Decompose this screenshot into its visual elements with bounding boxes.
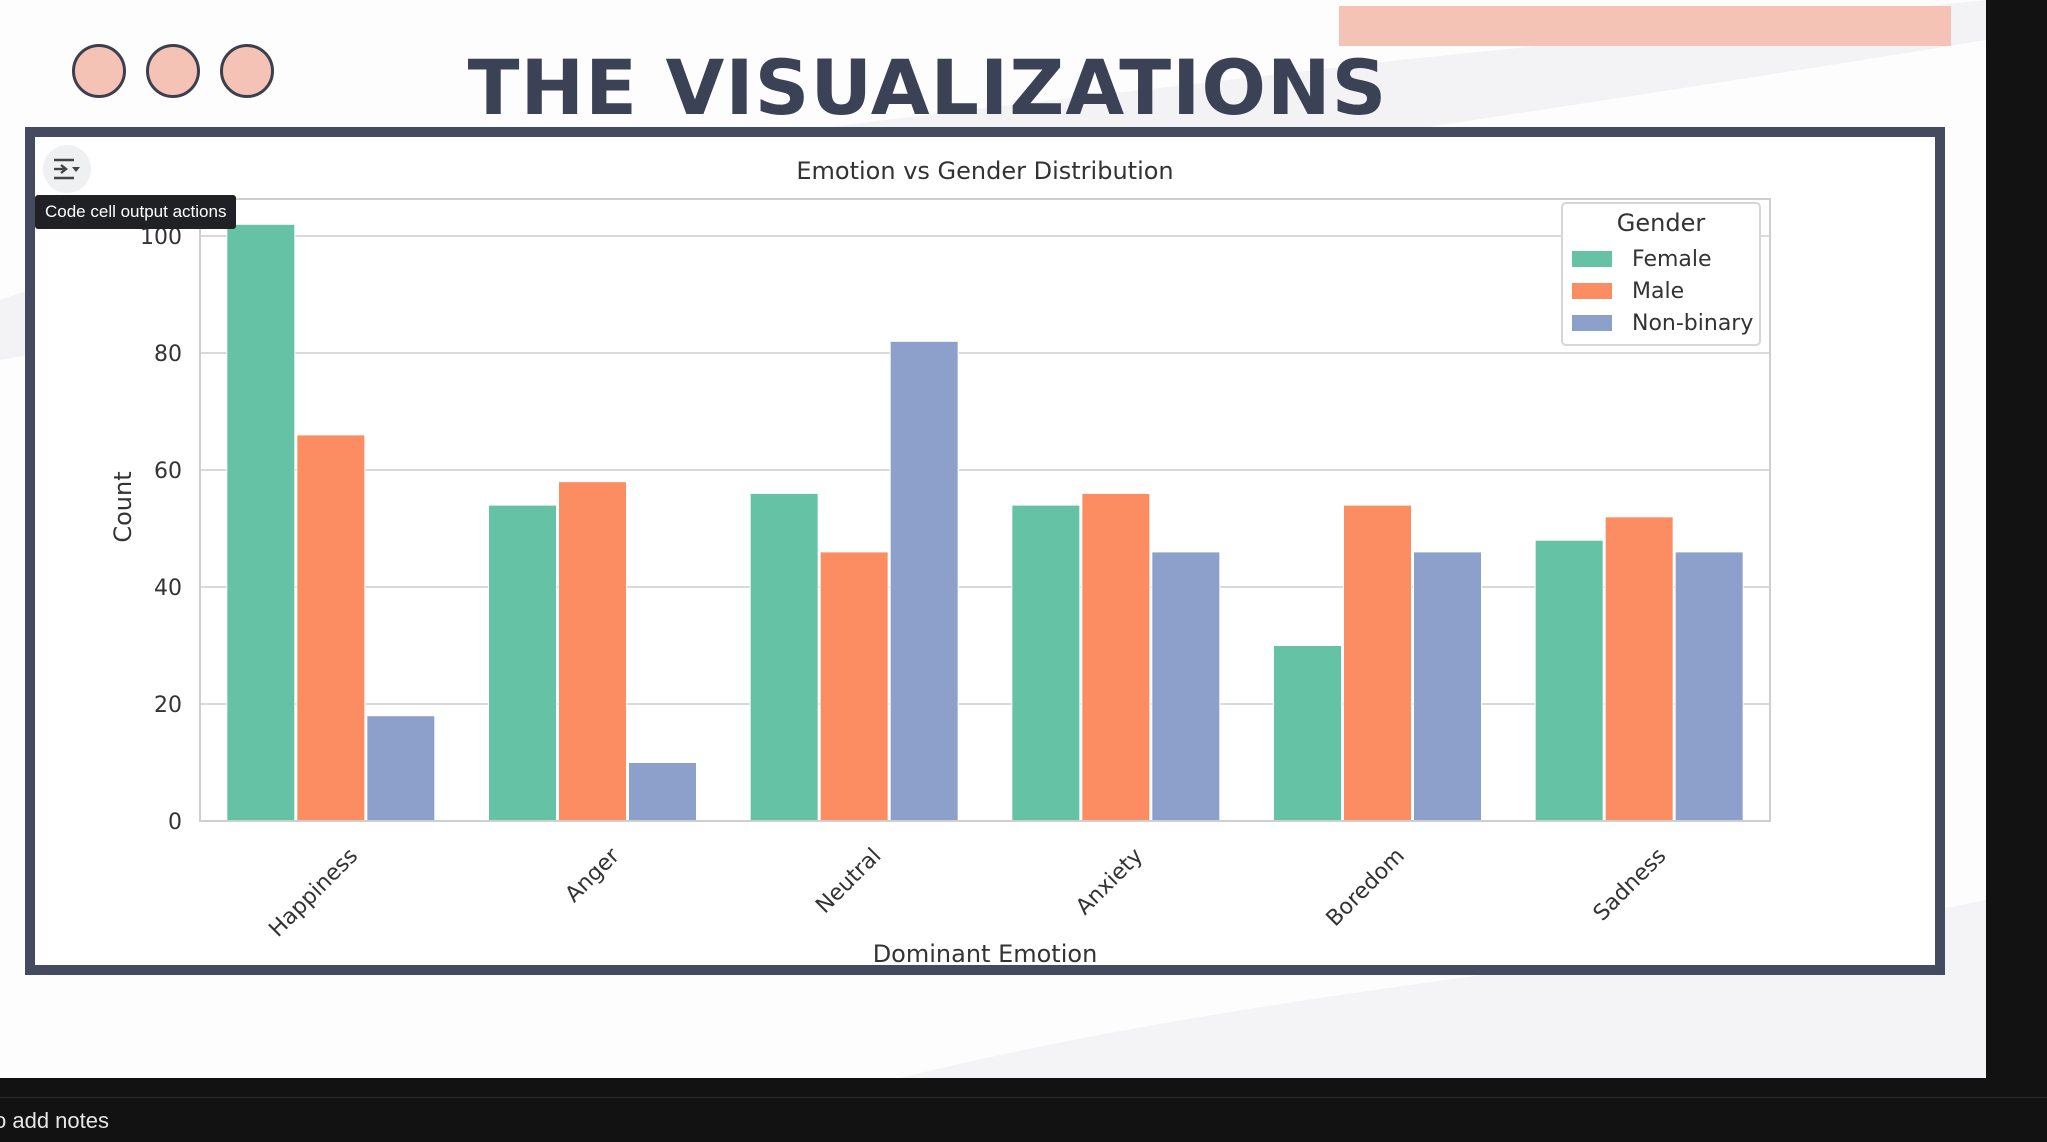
legend-swatch-female (1572, 251, 1612, 267)
notes-hint: o add notes (0, 1108, 109, 1133)
chart-bars (226, 223, 1744, 822)
bar-female-happiness (226, 223, 296, 822)
legend-label-non-binary: Non-binary (1632, 311, 1753, 336)
bar-female-boredom (1273, 645, 1342, 822)
bar-female-neutral (749, 492, 819, 822)
x-axis-label: Dominant Emotion (873, 940, 1098, 965)
chart-grid (200, 235, 1770, 822)
legend-swatch-male (1572, 283, 1612, 299)
legend-swatch-non-binary (1572, 315, 1612, 331)
plot-area-border (199, 198, 1771, 822)
slide-title: THE VISUALIZATIONS (467, 43, 1388, 132)
y-tick-label: 80 (154, 342, 182, 367)
bar-male-sadness (1604, 516, 1674, 822)
y-tick-label: 40 (154, 576, 182, 601)
y-tick-label: 0 (168, 810, 182, 835)
legend-label-male: Male (1632, 279, 1684, 304)
decorative-dot (72, 44, 126, 98)
x-tick-label: Neutral (811, 844, 886, 919)
presenter-notes-bar[interactable]: o add notes (0, 1097, 2047, 1142)
output-actions-button[interactable] (43, 145, 91, 193)
notebook-output-frame: 0 20 40 60 80 100 Happiness Anger Neutral Anxiety… (25, 127, 1945, 975)
bar-female-anxiety (1011, 504, 1081, 822)
bar-non-binary-anger (628, 762, 697, 822)
bar-non-binary-anxiety (1151, 551, 1221, 822)
x-tick-label: Happiness (264, 844, 363, 943)
decorative-accent-bar (1339, 6, 1951, 46)
bar-non-binary-boredom (1413, 551, 1482, 822)
x-tick-label: Sadness (1589, 844, 1672, 927)
bar-male-anger (558, 481, 627, 822)
x-tick-label: Anxiety (1071, 844, 1148, 921)
legend-title: Gender (1617, 209, 1706, 237)
bar-female-sadness (1534, 539, 1604, 822)
chart-legend: Gender Female Male Non-binary (1561, 202, 1761, 346)
decorative-dot (146, 44, 200, 98)
bar-non-binary-neutral (889, 340, 959, 822)
legend-label-female: Female (1632, 247, 1712, 272)
x-tick-label: Boredom (1322, 844, 1410, 932)
bar-female-anger (488, 504, 557, 822)
emotion-gender-chart: 0 20 40 60 80 100 Happiness Anger Neutral Anxiety… (109, 157, 1771, 965)
y-tick-label: 20 (154, 693, 182, 718)
bar-non-binary-happiness (366, 715, 436, 822)
decorative-dots (72, 44, 274, 98)
bar-male-boredom (1343, 504, 1412, 822)
legend-box (1561, 202, 1761, 346)
x-tick-label: Anger (561, 843, 626, 908)
y-tick-label: 100 (140, 225, 182, 250)
chart-title: Emotion vs Gender Distribution (796, 157, 1173, 185)
bar-non-binary-sadness (1674, 551, 1744, 822)
y-tick-label: 60 (154, 459, 182, 484)
bar-male-anxiety (1081, 492, 1151, 822)
bar-male-neutral (819, 551, 889, 822)
output-actions-icon (54, 158, 80, 180)
y-axis-label: Count (109, 471, 137, 542)
slide: THE VISUALIZATIONS 0 20 40 60 80 100 Happiness… (0, 0, 1986, 1078)
decorative-dot (220, 44, 274, 98)
output-actions-tooltip: Code cell output actions (35, 195, 237, 229)
bar-male-happiness (296, 434, 366, 822)
